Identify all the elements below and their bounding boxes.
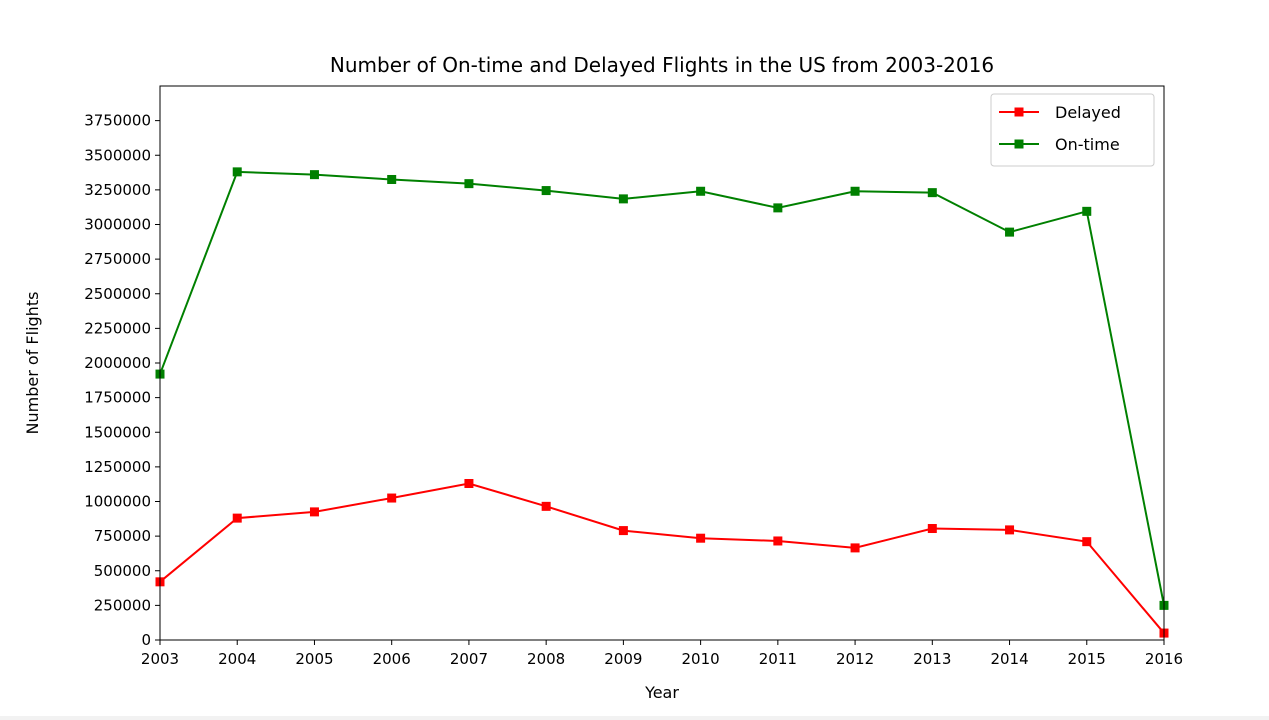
x-tick-label: 2011 (759, 650, 797, 668)
x-tick-label: 2007 (450, 650, 488, 668)
y-tick-label: 2250000 (84, 319, 151, 337)
y-axis: 0 250000 500000 750000 1000000 1250000 1500000… (84, 112, 160, 649)
y-tick-label: 3750000 (84, 112, 151, 130)
x-tick-label: 2010 (682, 650, 720, 668)
x-tick-label: 2008 (527, 650, 565, 668)
x-tick-label: 2016 (1145, 650, 1183, 668)
y-tick-label: 2500000 (84, 285, 151, 303)
data-point-on-time (541, 186, 551, 196)
y-tick-label: 0 (141, 631, 151, 649)
window-bottom-edge (0, 716, 1269, 720)
series-layer (155, 167, 1169, 638)
data-point-delayed (773, 536, 783, 546)
data-point-on-time (696, 186, 706, 196)
data-point-on-time (1005, 227, 1015, 237)
data-point-delayed (1082, 537, 1092, 547)
y-tick-label: 500000 (94, 562, 151, 580)
y-tick-label: 1250000 (84, 458, 151, 476)
data-point-delayed (618, 526, 628, 536)
data-point-delayed (850, 543, 860, 553)
series-line-delayed (159, 482, 1165, 634)
data-point-on-time (464, 179, 474, 189)
x-tick-label: 2005 (295, 650, 333, 668)
y-tick-label: 250000 (94, 596, 151, 614)
data-point-delayed (1005, 525, 1015, 535)
x-tick-label: 2004 (218, 650, 256, 668)
legend-label-on-time: On-time (1055, 135, 1120, 154)
series-line-on-time (159, 170, 1165, 606)
x-tick-label: 2013 (913, 650, 951, 668)
y-tick-label: 3500000 (84, 146, 151, 164)
y-tick-label: 1000000 (84, 493, 151, 511)
data-point-delayed (387, 493, 397, 503)
legend: Delayed On-time (990, 93, 1155, 167)
x-tick-label: 2012 (836, 650, 874, 668)
data-point-on-time (232, 167, 242, 177)
y-tick-label: 3250000 (84, 181, 151, 199)
y-tick-label: 1500000 (84, 423, 151, 441)
x-tick-label: 2009 (604, 650, 642, 668)
data-point-delayed (309, 507, 319, 517)
legend-label-delayed: Delayed (1055, 103, 1121, 122)
x-tick-label: 2015 (1068, 650, 1106, 668)
data-point-delayed (927, 524, 937, 534)
data-point-on-time (309, 170, 319, 180)
data-point-on-time (773, 203, 783, 213)
y-tick-label: 750000 (94, 527, 151, 545)
data-point-on-time (387, 174, 397, 184)
plot-area-frame (159, 85, 1165, 641)
data-point-delayed (464, 478, 474, 488)
x-tick-label: 2006 (373, 650, 411, 668)
y-tick-label: 1750000 (84, 389, 151, 407)
legend-marker-delayed (1014, 107, 1024, 117)
data-point-delayed (696, 533, 706, 543)
x-tick-label: 2003 (141, 650, 179, 668)
x-axis: 2003 2004 2005 2006 2007 2008 2009 2010 2011 2012… (141, 640, 1183, 668)
data-point-on-time (850, 186, 860, 196)
data-point-on-time (618, 194, 628, 204)
legend-marker-on-time (1014, 139, 1024, 149)
y-tick-label: 3000000 (84, 216, 151, 234)
x-tick-label: 2014 (990, 650, 1028, 668)
y-tick-label: 2750000 (84, 250, 151, 268)
x-axis-title: Year (644, 683, 679, 702)
data-point-on-time (1082, 206, 1092, 216)
y-axis-title: Number of Flights (23, 292, 42, 435)
y-tick-label: 2000000 (84, 354, 151, 372)
data-point-on-time (927, 188, 937, 198)
data-point-delayed (232, 513, 242, 523)
chart-title: Number of On-time and Delayed Flights in… (330, 53, 994, 77)
data-point-delayed (541, 501, 551, 511)
